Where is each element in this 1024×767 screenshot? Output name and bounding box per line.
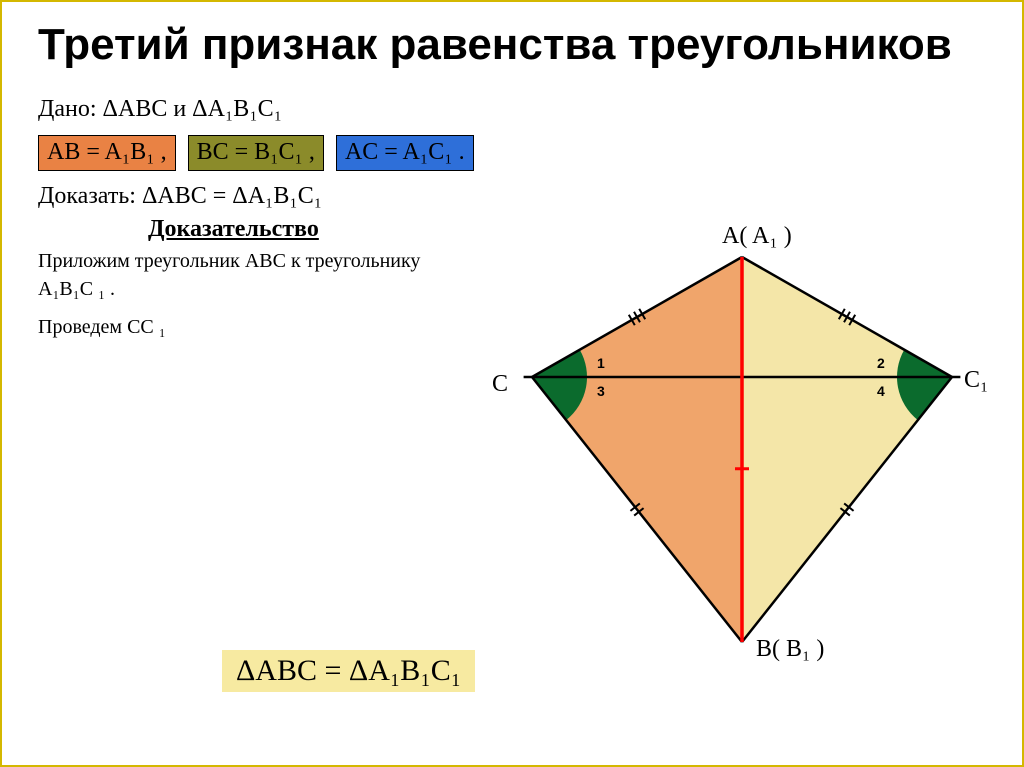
angle-label-3: 3	[597, 383, 605, 399]
slide-frame: Третий признак равенства треугольников Д…	[0, 0, 1024, 767]
triangle-diagram: A( A₁ ) C C₁ B( B₁ ) 1 2 3 4	[502, 242, 982, 672]
angle-label-1: 1	[597, 355, 605, 371]
vertex-label-b: B( B₁ )	[756, 636, 824, 663]
result-wrap: ΔABC = ΔA₁B₁C₁	[222, 642, 475, 692]
vertex-label-c1: C₁	[964, 367, 988, 394]
vertex-label-c: C	[492, 371, 508, 398]
result-formula: ΔABC = ΔA₁B₁C₁	[222, 650, 475, 692]
prove-text: ΔABC = ΔA₁B₁C₁	[136, 183, 322, 209]
proof-heading: Доказательство	[148, 216, 986, 243]
given-text: ΔABC и ΔA₁B₁C₁	[97, 96, 283, 122]
diagram-svg	[502, 242, 982, 672]
chips-row: AB = A₁B₁ , BC = B₁C₁ , AC = A₁C₁ .	[38, 133, 986, 172]
chip-ac: AC = A₁C₁ .	[336, 135, 474, 172]
prove-line: Доказать: ΔABC = ΔA₁B₁C₁	[38, 177, 986, 215]
slide-title: Третий признак равенства треугольников	[38, 22, 986, 68]
given-line: Дано: ΔABC и ΔA₁B₁C₁	[38, 90, 986, 128]
given-label: Дано:	[38, 96, 97, 122]
angle-label-2: 2	[877, 355, 885, 371]
prove-label: Доказать:	[38, 183, 136, 209]
chip-ab: AB = A₁B₁ ,	[38, 135, 176, 172]
vertex-label-a: A( A₁ )	[722, 223, 792, 250]
angle-label-4: 4	[877, 383, 885, 399]
chip-bc: BC = B₁C₁ ,	[188, 135, 324, 172]
